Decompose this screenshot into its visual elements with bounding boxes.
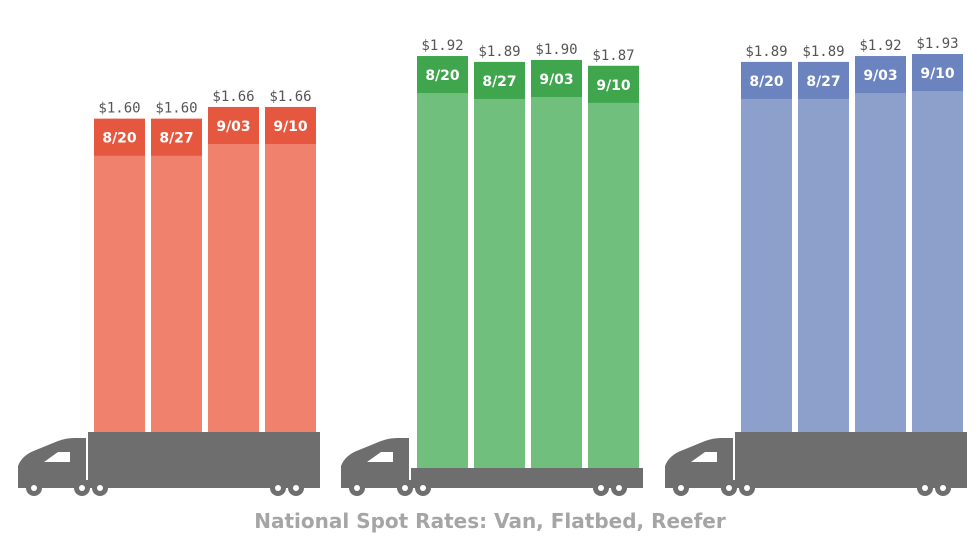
truck-hubcap: [726, 485, 732, 491]
truck-hubcap: [97, 485, 103, 491]
truck-hubcap: [31, 485, 37, 491]
value-label: $1.92: [859, 38, 901, 54]
bar-reefer-0: [741, 61, 792, 433]
truck-window: [44, 452, 70, 462]
bar-header-reefer-3: [912, 54, 963, 92]
bar-header-flatbed-0: [417, 56, 468, 94]
bar-header-van-2: [208, 106, 259, 144]
truck-chassis: [341, 480, 643, 488]
truck-chassis: [18, 480, 320, 488]
bar-flatbed-1: [474, 61, 525, 469]
truck-chassis: [665, 480, 967, 488]
date-label: 8/20: [749, 74, 784, 90]
truck-flatbed: [341, 438, 643, 496]
bar-reefer-3: [912, 54, 963, 433]
truck-window: [691, 452, 717, 462]
truck-van: [18, 432, 320, 496]
value-label: $1.60: [98, 101, 140, 117]
date-label: 9/10: [920, 66, 955, 82]
truck-hubcap: [744, 485, 750, 491]
truck-window: [367, 452, 393, 462]
bar-header-van-3: [265, 106, 316, 144]
value-label: $1.60: [155, 101, 197, 117]
bar-van-0: [94, 118, 145, 432]
value-label: $1.87: [592, 48, 634, 64]
bar-header-reefer-2: [855, 56, 906, 94]
truck-cab: [665, 438, 733, 488]
date-label: 8/20: [102, 131, 137, 147]
truck-hubcap: [275, 485, 281, 491]
bar-flatbed-0: [417, 56, 468, 469]
truck-flatbed: [411, 468, 643, 482]
bar-reefer-2: [855, 56, 906, 433]
truck-hubcap: [678, 485, 684, 491]
date-label: 8/27: [159, 131, 193, 147]
bar-flatbed-2: [531, 59, 582, 468]
truck-hubcap: [293, 485, 299, 491]
truck-cab: [18, 438, 86, 488]
truck-hubcap: [922, 485, 928, 491]
value-label: $1.89: [478, 44, 520, 60]
truck-trailer: [88, 432, 320, 484]
date-label: 8/27: [806, 74, 840, 90]
truck-hubcap: [940, 485, 946, 491]
bar-header-van-0: [94, 118, 145, 156]
date-label: 9/03: [539, 72, 573, 88]
date-label: 9/10: [596, 78, 631, 94]
truck-cab: [341, 438, 409, 488]
bar-header-van-1: [151, 118, 202, 156]
truck-hubcap: [402, 485, 408, 491]
bar-reefer-1: [798, 61, 849, 433]
value-label: $1.66: [269, 89, 311, 105]
trucks-layer: [18, 432, 967, 496]
truck-hubcap: [79, 485, 85, 491]
date-label: 9/03: [863, 68, 897, 84]
value-label: $1.89: [745, 44, 787, 60]
value-label: $1.92: [421, 38, 463, 54]
chart-title: National Spot Rates: Van, Flatbed, Reefe…: [254, 509, 726, 533]
bar-header-flatbed-2: [531, 59, 582, 97]
value-label: $1.93: [916, 36, 958, 52]
bars-layer: 8/20 $1.60 8/27 $1.60 9/03 $1.66 9/10 $1.66 8/20…: [94, 36, 963, 469]
value-label: $1.90: [535, 42, 577, 58]
bar-header-reefer-0: [741, 61, 792, 99]
date-label: 9/03: [216, 119, 250, 135]
value-label: $1.89: [802, 44, 844, 60]
date-label: 9/10: [273, 119, 308, 135]
truck-trailer: [735, 432, 967, 484]
bar-van-1: [151, 118, 202, 432]
value-label: $1.66: [212, 89, 254, 105]
truck-hubcap: [598, 485, 604, 491]
date-label: 8/27: [482, 74, 516, 90]
truck-hubcap: [420, 485, 426, 491]
bar-header-flatbed-1: [474, 61, 525, 99]
bar-van-2: [208, 106, 259, 433]
bar-header-flatbed-3: [588, 65, 639, 103]
truck-hubcap: [354, 485, 360, 491]
bar-van-3: [265, 106, 316, 433]
bar-header-reefer-1: [798, 61, 849, 99]
bar-flatbed-3: [588, 65, 639, 468]
date-label: 8/20: [425, 68, 460, 84]
truck-hubcap: [616, 485, 622, 491]
truck-reefer: [665, 432, 967, 496]
